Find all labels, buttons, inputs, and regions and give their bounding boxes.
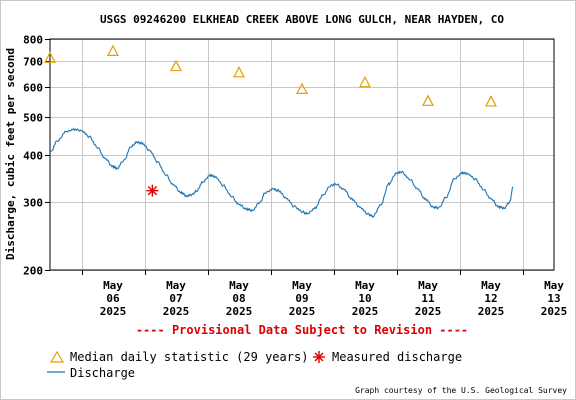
y-tick-label: 400 — [23, 150, 43, 163]
x-tick-label: 2025 — [541, 305, 568, 318]
median-marker — [233, 66, 245, 78]
x-tick-label: 2025 — [415, 305, 442, 318]
x-tick-label: May — [355, 279, 375, 292]
legend-median-label: Median daily statistic (29 years) — [70, 350, 308, 364]
discharge-line — [49, 127, 514, 218]
x-tick-label: 10 — [358, 292, 371, 305]
y-tick-label: 600 — [23, 82, 43, 95]
median-marker — [170, 59, 182, 72]
x-axis-ticks: May062025May072025May082025May092025May1… — [82, 270, 568, 318]
x-tick-label: 2025 — [478, 305, 505, 318]
x-tick-label: 13 — [547, 292, 560, 305]
x-tick-label: May — [418, 279, 438, 292]
x-tick-label: 11 — [421, 292, 435, 305]
x-tick-label: 2025 — [289, 305, 316, 318]
median-marker — [422, 94, 434, 106]
legend: Median daily statistic (29 years) Measur… — [47, 350, 462, 380]
x-tick-label: May — [544, 279, 564, 292]
y-axis-ticks: 200 300 400 500 600 700 800 — [23, 34, 50, 278]
plot-area — [44, 44, 514, 218]
x-tick-label: May — [229, 279, 249, 292]
provisional-note: ---- Provisional Data Subject to Revisio… — [136, 323, 468, 337]
median-marker — [107, 44, 119, 56]
y-tick-label: 200 — [23, 265, 43, 278]
measured-marker — [146, 184, 159, 197]
chart-title: USGS 09246200 ELKHEAD CREEK ABOVE LONG G… — [100, 13, 504, 26]
x-tick-label: 2025 — [100, 305, 127, 318]
median-marker — [485, 95, 497, 107]
x-tick-label: May — [103, 279, 123, 292]
legend-measured-label: Measured discharge — [332, 350, 462, 364]
x-tick-label: 08 — [232, 292, 245, 305]
median-marker — [44, 51, 56, 63]
credit-text: Graph courtesy of the U.S. Geological Su… — [355, 386, 567, 395]
y-tick-label: 700 — [23, 56, 43, 69]
median-marker — [359, 75, 371, 88]
x-tick-label: 2025 — [163, 305, 190, 318]
y-tick-label: 800 — [23, 34, 43, 47]
x-tick-label: May — [292, 279, 312, 292]
x-tick-label: 09 — [295, 292, 308, 305]
median-marker — [296, 82, 308, 94]
x-tick-label: 06 — [106, 292, 120, 305]
x-tick-label: 12 — [484, 292, 497, 305]
legend-discharge-label: Discharge — [70, 366, 135, 380]
plot-frame — [49, 38, 555, 271]
legend-triangle-icon — [49, 350, 65, 363]
x-tick-label: 07 — [169, 292, 182, 305]
x-tick-label: May — [481, 279, 501, 292]
y-tick-label: 500 — [23, 112, 43, 125]
x-tick-label: 2025 — [352, 305, 379, 318]
x-tick-label: 2025 — [226, 305, 253, 318]
y-axis-label: Discharge, cubic feet per second — [4, 48, 17, 260]
y-tick-label: 300 — [23, 197, 43, 210]
legend-asterisk-icon — [313, 351, 325, 363]
x-tick-label: May — [166, 279, 186, 292]
